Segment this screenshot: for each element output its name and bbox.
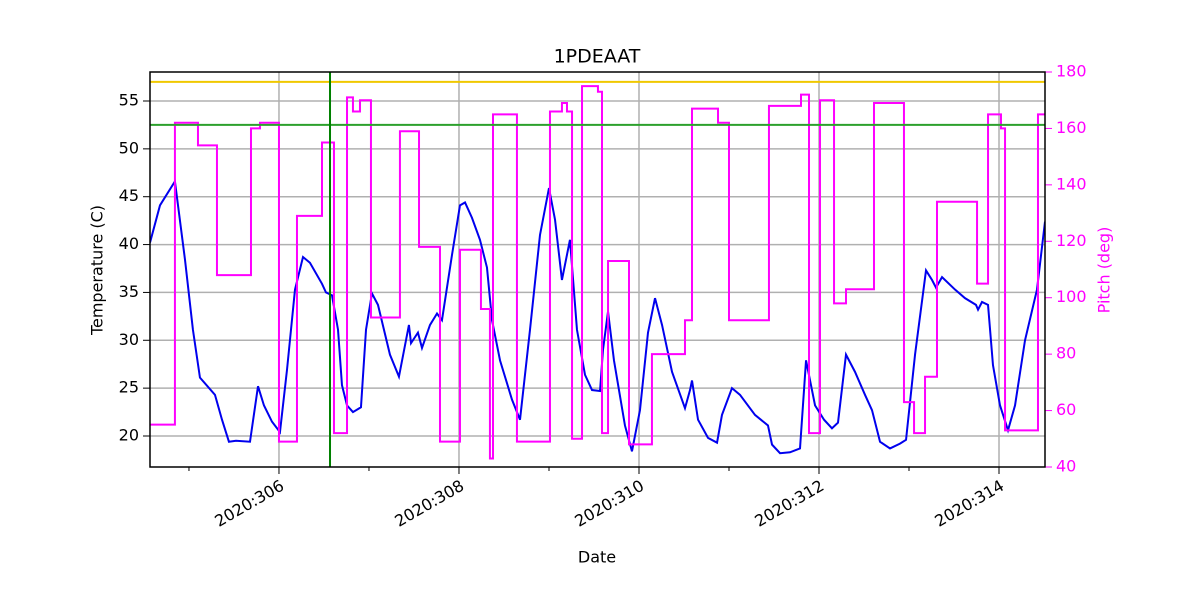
y-axis-label: Temperature (C) [88,205,107,336]
y2-tick-label: 100 [1056,287,1087,306]
y-tick-label: 25 [119,378,139,397]
y2-tick-label: 80 [1056,344,1076,363]
y-tick-label: 20 [119,425,139,444]
y-tick-label: 55 [119,91,139,110]
x-tick-label: 2020:314 [931,476,1007,531]
x-tick-label: 2020:312 [751,476,827,531]
y2-tick-label: 180 [1056,62,1087,81]
x-tick-label: 2020:308 [391,476,467,531]
y2-tick-label: 60 [1056,400,1076,419]
x-axis-label: Date [578,548,616,567]
data-line [150,85,1045,460]
y-tick-label: 40 [119,234,139,253]
y2-tick-label: 160 [1056,118,1087,137]
chart-title: 1PDEAAT [554,46,641,68]
y2-tick-label: 120 [1056,231,1087,250]
y-tick-label: 50 [119,138,139,157]
y2-axis-label: Pitch (deg) [1095,227,1114,314]
x-tick-label: 2020:306 [211,476,287,531]
y2-tick-label: 40 [1056,457,1076,476]
y2-tick-label: 140 [1056,174,1087,193]
plot-frame [149,71,1046,468]
y-tick-label: 30 [119,330,139,349]
x-tick-label: 2020:310 [571,476,647,531]
data-line [150,178,1045,455]
y-tick-label: 35 [119,282,139,301]
y-tick-label: 45 [119,186,139,205]
